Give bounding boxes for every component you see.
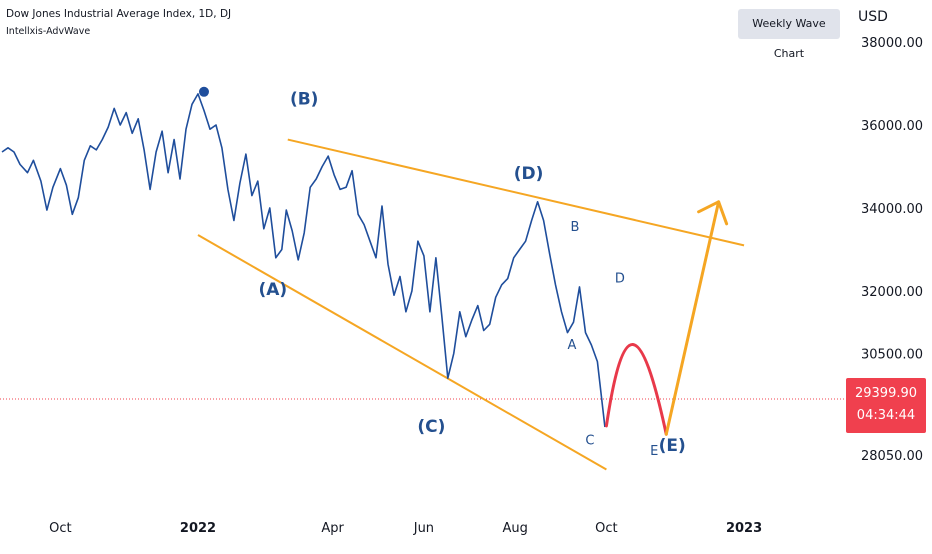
high-marker bbox=[199, 87, 209, 97]
y-tick-label: 38000.00 bbox=[861, 36, 923, 51]
currency-label: USD bbox=[858, 9, 888, 25]
x-tick-label: Oct bbox=[595, 521, 617, 536]
x-tick-label: 2022 bbox=[180, 521, 216, 536]
wave-label-b-minor: B bbox=[571, 220, 580, 235]
arrowhead bbox=[699, 202, 727, 224]
chart-title: Dow Jones Industrial Average Index, 1D, … bbox=[6, 8, 231, 20]
x-tick-label: Jun bbox=[413, 521, 434, 536]
bar-countdown: 04:34:44 bbox=[846, 405, 926, 427]
y-tick-label: 30500.00 bbox=[861, 347, 923, 362]
wave-label-a-minor: A bbox=[568, 338, 577, 353]
last-price-badge: 29399.90 04:34:44 bbox=[846, 378, 926, 433]
wave-label-e-minor: E bbox=[650, 444, 658, 459]
lower-trendline bbox=[198, 235, 606, 470]
wave-label-d-minor: D bbox=[615, 272, 625, 287]
x-tick-label: 2023 bbox=[726, 521, 762, 536]
indicator-name: Intellxis-AdvWave bbox=[6, 26, 90, 37]
y-tick-label: 36000.00 bbox=[861, 119, 923, 134]
wave-label-e-major: (E) bbox=[659, 436, 686, 456]
y-tick-label: 34000.00 bbox=[861, 202, 923, 217]
x-tick-label: Apr bbox=[321, 521, 344, 536]
y-tick-label: 28050.00 bbox=[861, 449, 923, 464]
wave-label-b-major: (B) bbox=[290, 89, 319, 109]
x-tick-label: Aug bbox=[502, 521, 527, 536]
last-price: 29399.90 bbox=[846, 383, 926, 405]
projection-up-arrow bbox=[666, 202, 718, 434]
wave-label-d-major: (D) bbox=[514, 164, 544, 184]
wave-label-a-major: (A) bbox=[258, 280, 287, 300]
projection-down-path bbox=[606, 344, 666, 434]
upper-trendline bbox=[288, 140, 744, 246]
y-tick-label: 32000.00 bbox=[861, 285, 923, 300]
x-tick-label: Oct bbox=[49, 521, 71, 536]
weekly-wave-chart-button[interactable]: Weekly Wave Chart bbox=[738, 9, 840, 39]
wave-label-c-major: (C) bbox=[417, 417, 445, 437]
wave-label-c-minor: C bbox=[585, 434, 594, 449]
